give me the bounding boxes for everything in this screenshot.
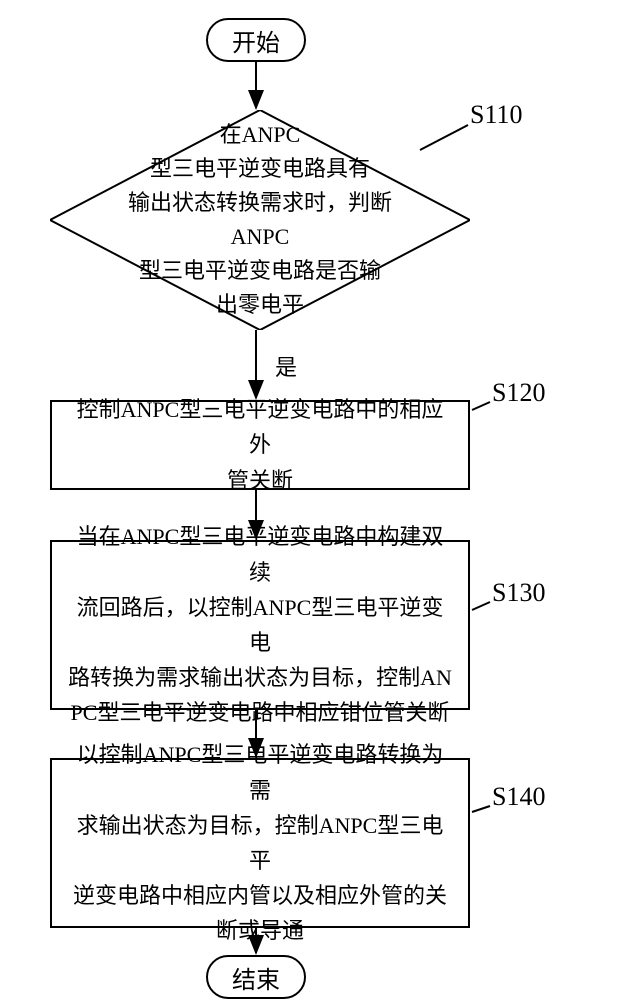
edge-label-yes: 是 <box>275 350 297 382</box>
node-s130: 当在ANPC型三电平逆变电路中构建双续 流回路后，以控制ANPC型三电平逆变电 … <box>50 540 470 710</box>
flowchart-canvas: 开始 在ANPC 型三电平逆变电路具有 输出状态转换需求时，判断ANPC 型三电… <box>0 0 617 1000</box>
node-s120: 控制ANPC型三电平逆变电路中的相应外 管关断 <box>50 400 470 490</box>
node-start: 开始 <box>206 18 306 62</box>
node-s110: 在ANPC 型三电平逆变电路具有 输出状态转换需求时，判断ANPC 型三电平逆变… <box>50 110 470 330</box>
node-end: 结束 <box>206 955 306 999</box>
node-s110-text: 在ANPC 型三电平逆变电路具有 输出状态转换需求时，判断ANPC 型三电平逆变… <box>50 110 470 330</box>
node-s140-text: 以控制ANPC型三电平逆变电路转换为需 求输出状态为目标，控制ANPC型三电平 … <box>66 737 454 948</box>
node-end-text: 结束 <box>232 960 280 995</box>
node-s120-text: 控制ANPC型三电平逆变电路中的相应外 管关断 <box>66 392 454 498</box>
label-s110: S110 <box>470 100 523 130</box>
node-s130-text: 当在ANPC型三电平逆变电路中构建双续 流回路后，以控制ANPC型三电平逆变电 … <box>66 519 454 730</box>
label-s140: S140 <box>492 782 545 812</box>
node-s140: 以控制ANPC型三电平逆变电路转换为需 求输出状态为目标，控制ANPC型三电平 … <box>50 758 470 928</box>
label-s120: S120 <box>492 378 545 408</box>
label-s130: S130 <box>492 578 545 608</box>
node-start-text: 开始 <box>232 23 280 58</box>
